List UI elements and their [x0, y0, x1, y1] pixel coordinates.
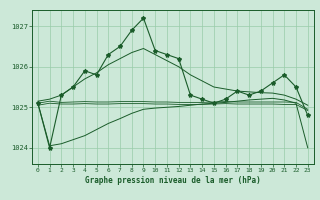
- X-axis label: Graphe pression niveau de la mer (hPa): Graphe pression niveau de la mer (hPa): [85, 176, 261, 185]
